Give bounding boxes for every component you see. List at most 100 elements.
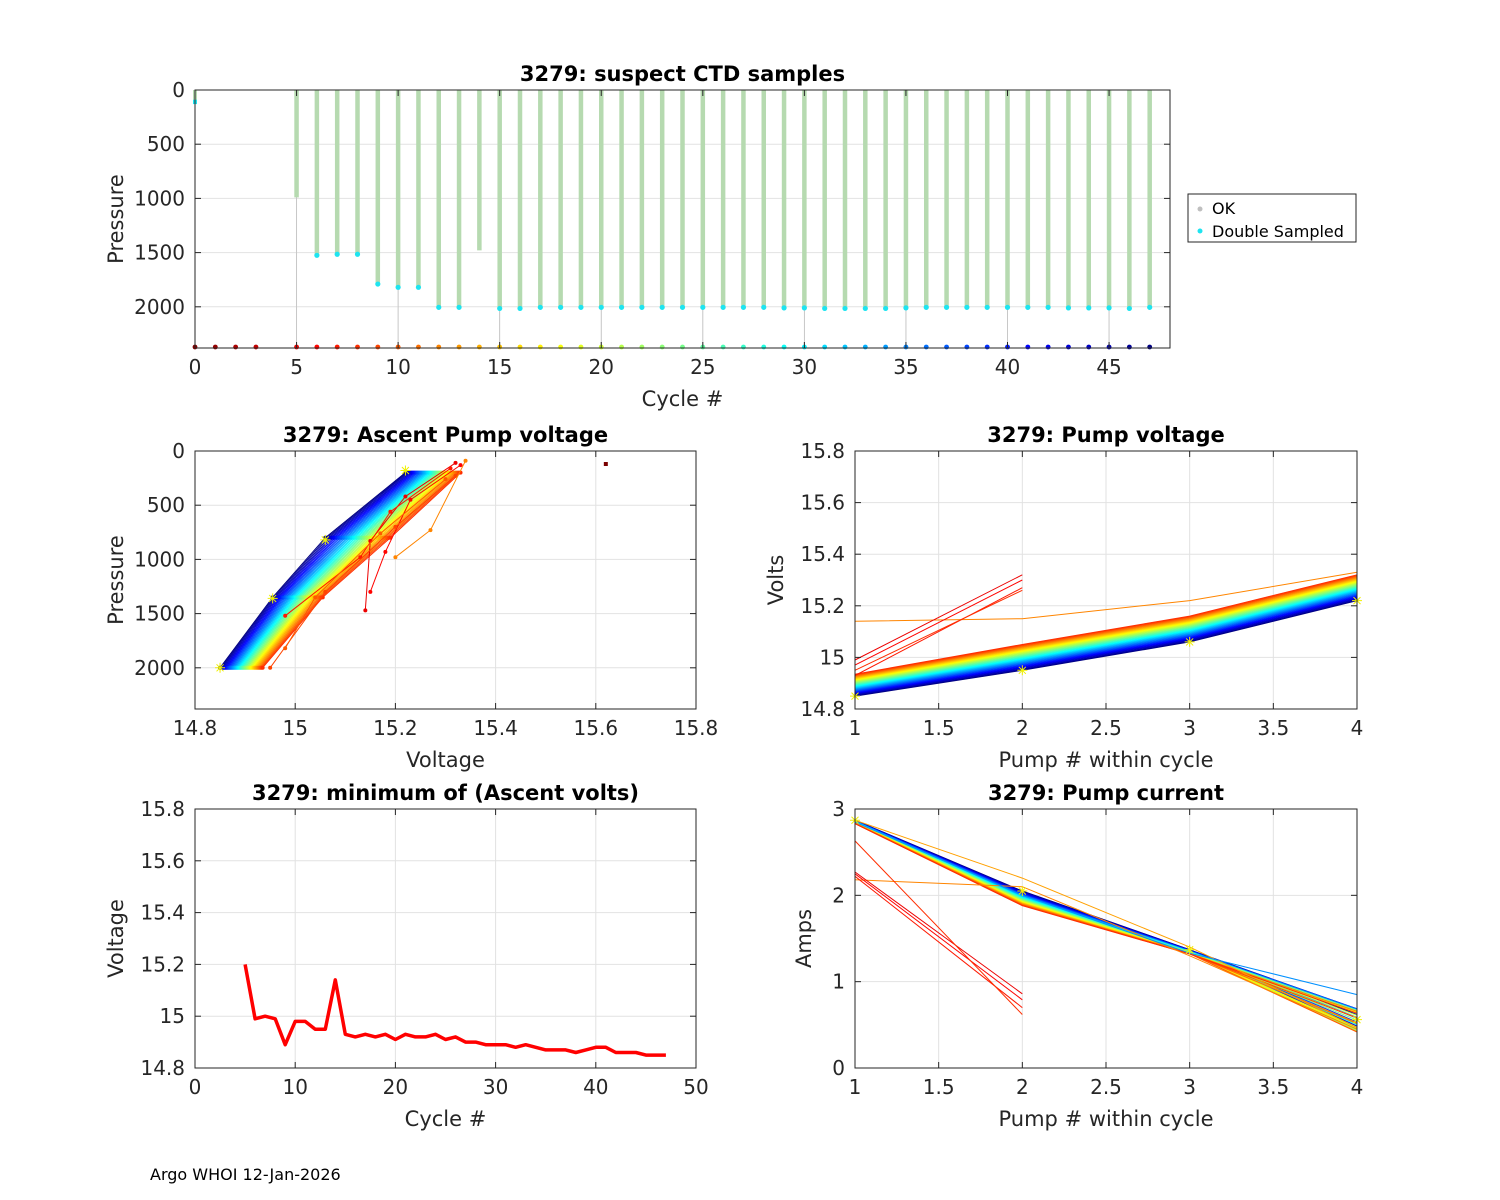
y-tick-label: 15.6 <box>800 491 845 515</box>
voltage-profile-line <box>854 571 1358 622</box>
ascent-point <box>283 646 288 651</box>
voltage-profile-line <box>854 591 1358 690</box>
cycle-marker <box>476 344 482 350</box>
ascent-point <box>443 477 448 482</box>
ascent-profile-line <box>238 472 430 669</box>
double-sampled-point <box>801 305 807 311</box>
cycle-marker <box>822 344 828 350</box>
axes-overlay: 1 1.5 2 2.5 3 3.5 4 14.8 15 15.2 15.4 15.6 15.8 3279:… <box>764 423 1363 772</box>
y-tick-label: 3 <box>832 797 845 821</box>
ascent-profile-line <box>284 478 446 649</box>
y-axis-label: Pressure <box>104 174 128 264</box>
ascent-profile-line <box>231 472 422 669</box>
ascent-profile-line <box>260 472 459 669</box>
voltage-profile-line <box>854 593 1358 691</box>
cycle-marker <box>964 344 970 350</box>
cycle-marker <box>862 344 868 350</box>
voltage-profile-line <box>854 590 1358 689</box>
voltage-profile-line <box>854 584 1358 684</box>
x-tick-label: 3 <box>1183 716 1196 740</box>
ascent-profile-line <box>227 472 416 669</box>
latest-marker <box>1017 886 1028 897</box>
cycle-marker <box>1126 344 1132 350</box>
ascent-point <box>363 608 368 613</box>
ascent-profile-line <box>221 472 409 669</box>
chart-title: 3279: Ascent Pump voltage <box>283 423 608 447</box>
ascent-profile-line <box>251 472 447 669</box>
latest-marker <box>400 465 411 476</box>
ascent-point <box>403 494 408 499</box>
cycle-marker <box>537 344 543 350</box>
ascent-profile-line <box>253 472 450 669</box>
ascent-point <box>393 555 398 560</box>
current-short-line <box>854 873 1023 1001</box>
voltage-profile-line <box>854 589 1358 688</box>
y-axis-label: Pressure <box>104 535 128 625</box>
double-sampled-point <box>1106 305 1112 311</box>
voltage-profile-line <box>854 585 1358 685</box>
legend[interactable]: OK Double Sampled <box>1187 193 1357 243</box>
double-sampled-point <box>354 251 361 257</box>
panel-ascent-pump-voltage: 14.8 15 15.2 15.4 15.6 15.8 0 500 1000 1500 2000 32… <box>104 423 718 772</box>
cycle-marker <box>517 344 523 350</box>
ascent-profile-line <box>249 472 444 669</box>
y-tick-label: 15.8 <box>800 439 845 463</box>
voltage-profile-line <box>854 581 1358 681</box>
ascent-profile-line <box>244 472 439 669</box>
x-tick-label: 15.8 <box>674 716 719 740</box>
ascent-profile-line <box>269 475 456 669</box>
voltage-profile-line <box>854 592 1358 691</box>
ascent-point <box>323 589 328 594</box>
y-tick-label: 0 <box>172 439 185 463</box>
ascent-profile-line <box>262 472 461 669</box>
x-tick-label: 4 <box>1351 716 1364 740</box>
x-tick-label: 30 <box>792 355 817 379</box>
double-sampled-point <box>1147 304 1153 310</box>
ascent-profile-line <box>228 472 418 669</box>
plot-area <box>195 809 696 1068</box>
voltage-profile-line <box>854 596 1358 694</box>
x-tick-label: 3.5 <box>1257 716 1289 740</box>
double-sampled-point <box>415 284 422 290</box>
chart-title: 3279: minimum of (Ascent volts) <box>252 781 639 805</box>
y-tick-label: 15.4 <box>800 542 845 566</box>
double-sampled-point <box>537 304 543 310</box>
double-sampled-point <box>883 305 889 312</box>
voltage-profile-line <box>854 581 1358 681</box>
double-sampled-point <box>761 304 767 310</box>
voltage-profile-line <box>854 587 1358 686</box>
legend-label-double-sampled: Double Sampled <box>1212 222 1344 241</box>
legend-label-ok: OK <box>1212 199 1236 218</box>
double-sampled-point <box>781 305 787 311</box>
voltage-profile-line <box>854 583 1358 683</box>
voltage-profile-line <box>854 599 1358 696</box>
x-tick-label: 15.4 <box>473 716 518 740</box>
cycle-marker <box>456 344 462 350</box>
current-profile-line <box>854 879 1358 1030</box>
x-tick-label: 25 <box>690 355 715 379</box>
y-tick-label: 15.8 <box>140 797 185 821</box>
cycle-marker <box>944 344 949 350</box>
axes-overlay: 0 10 20 30 40 50 14.8 15 15.2 15.4 15.6 15.8 3279: m… <box>104 781 709 1131</box>
y-tick-label: 2000 <box>134 656 185 680</box>
ascent-profile-line <box>246 472 442 669</box>
y-tick-label: 1500 <box>134 602 185 626</box>
cycle-marker <box>1066 344 1071 350</box>
y-tick-label: 1500 <box>134 241 185 265</box>
chart-title: 3279: Pump voltage <box>987 423 1225 447</box>
ascent-point <box>283 613 288 618</box>
panel-pump-voltage: 1 1.5 2 2.5 3 3.5 4 14.8 15 15.2 15.4 15.6 15.8 3279:… <box>764 423 1363 772</box>
voltage-profile-line <box>854 598 1358 696</box>
chart-title: 3279: suspect CTD samples <box>520 62 845 86</box>
current-profile-line <box>854 819 1358 1028</box>
latest-marker <box>1184 636 1195 647</box>
cycle-marker <box>639 344 645 350</box>
y-tick-label: 15.2 <box>140 952 185 976</box>
y-tick-label: 15.2 <box>800 594 845 618</box>
ascent-profile-line <box>242 472 436 669</box>
double-sampled-point <box>659 304 665 310</box>
voltage-profile-line <box>854 588 1358 687</box>
